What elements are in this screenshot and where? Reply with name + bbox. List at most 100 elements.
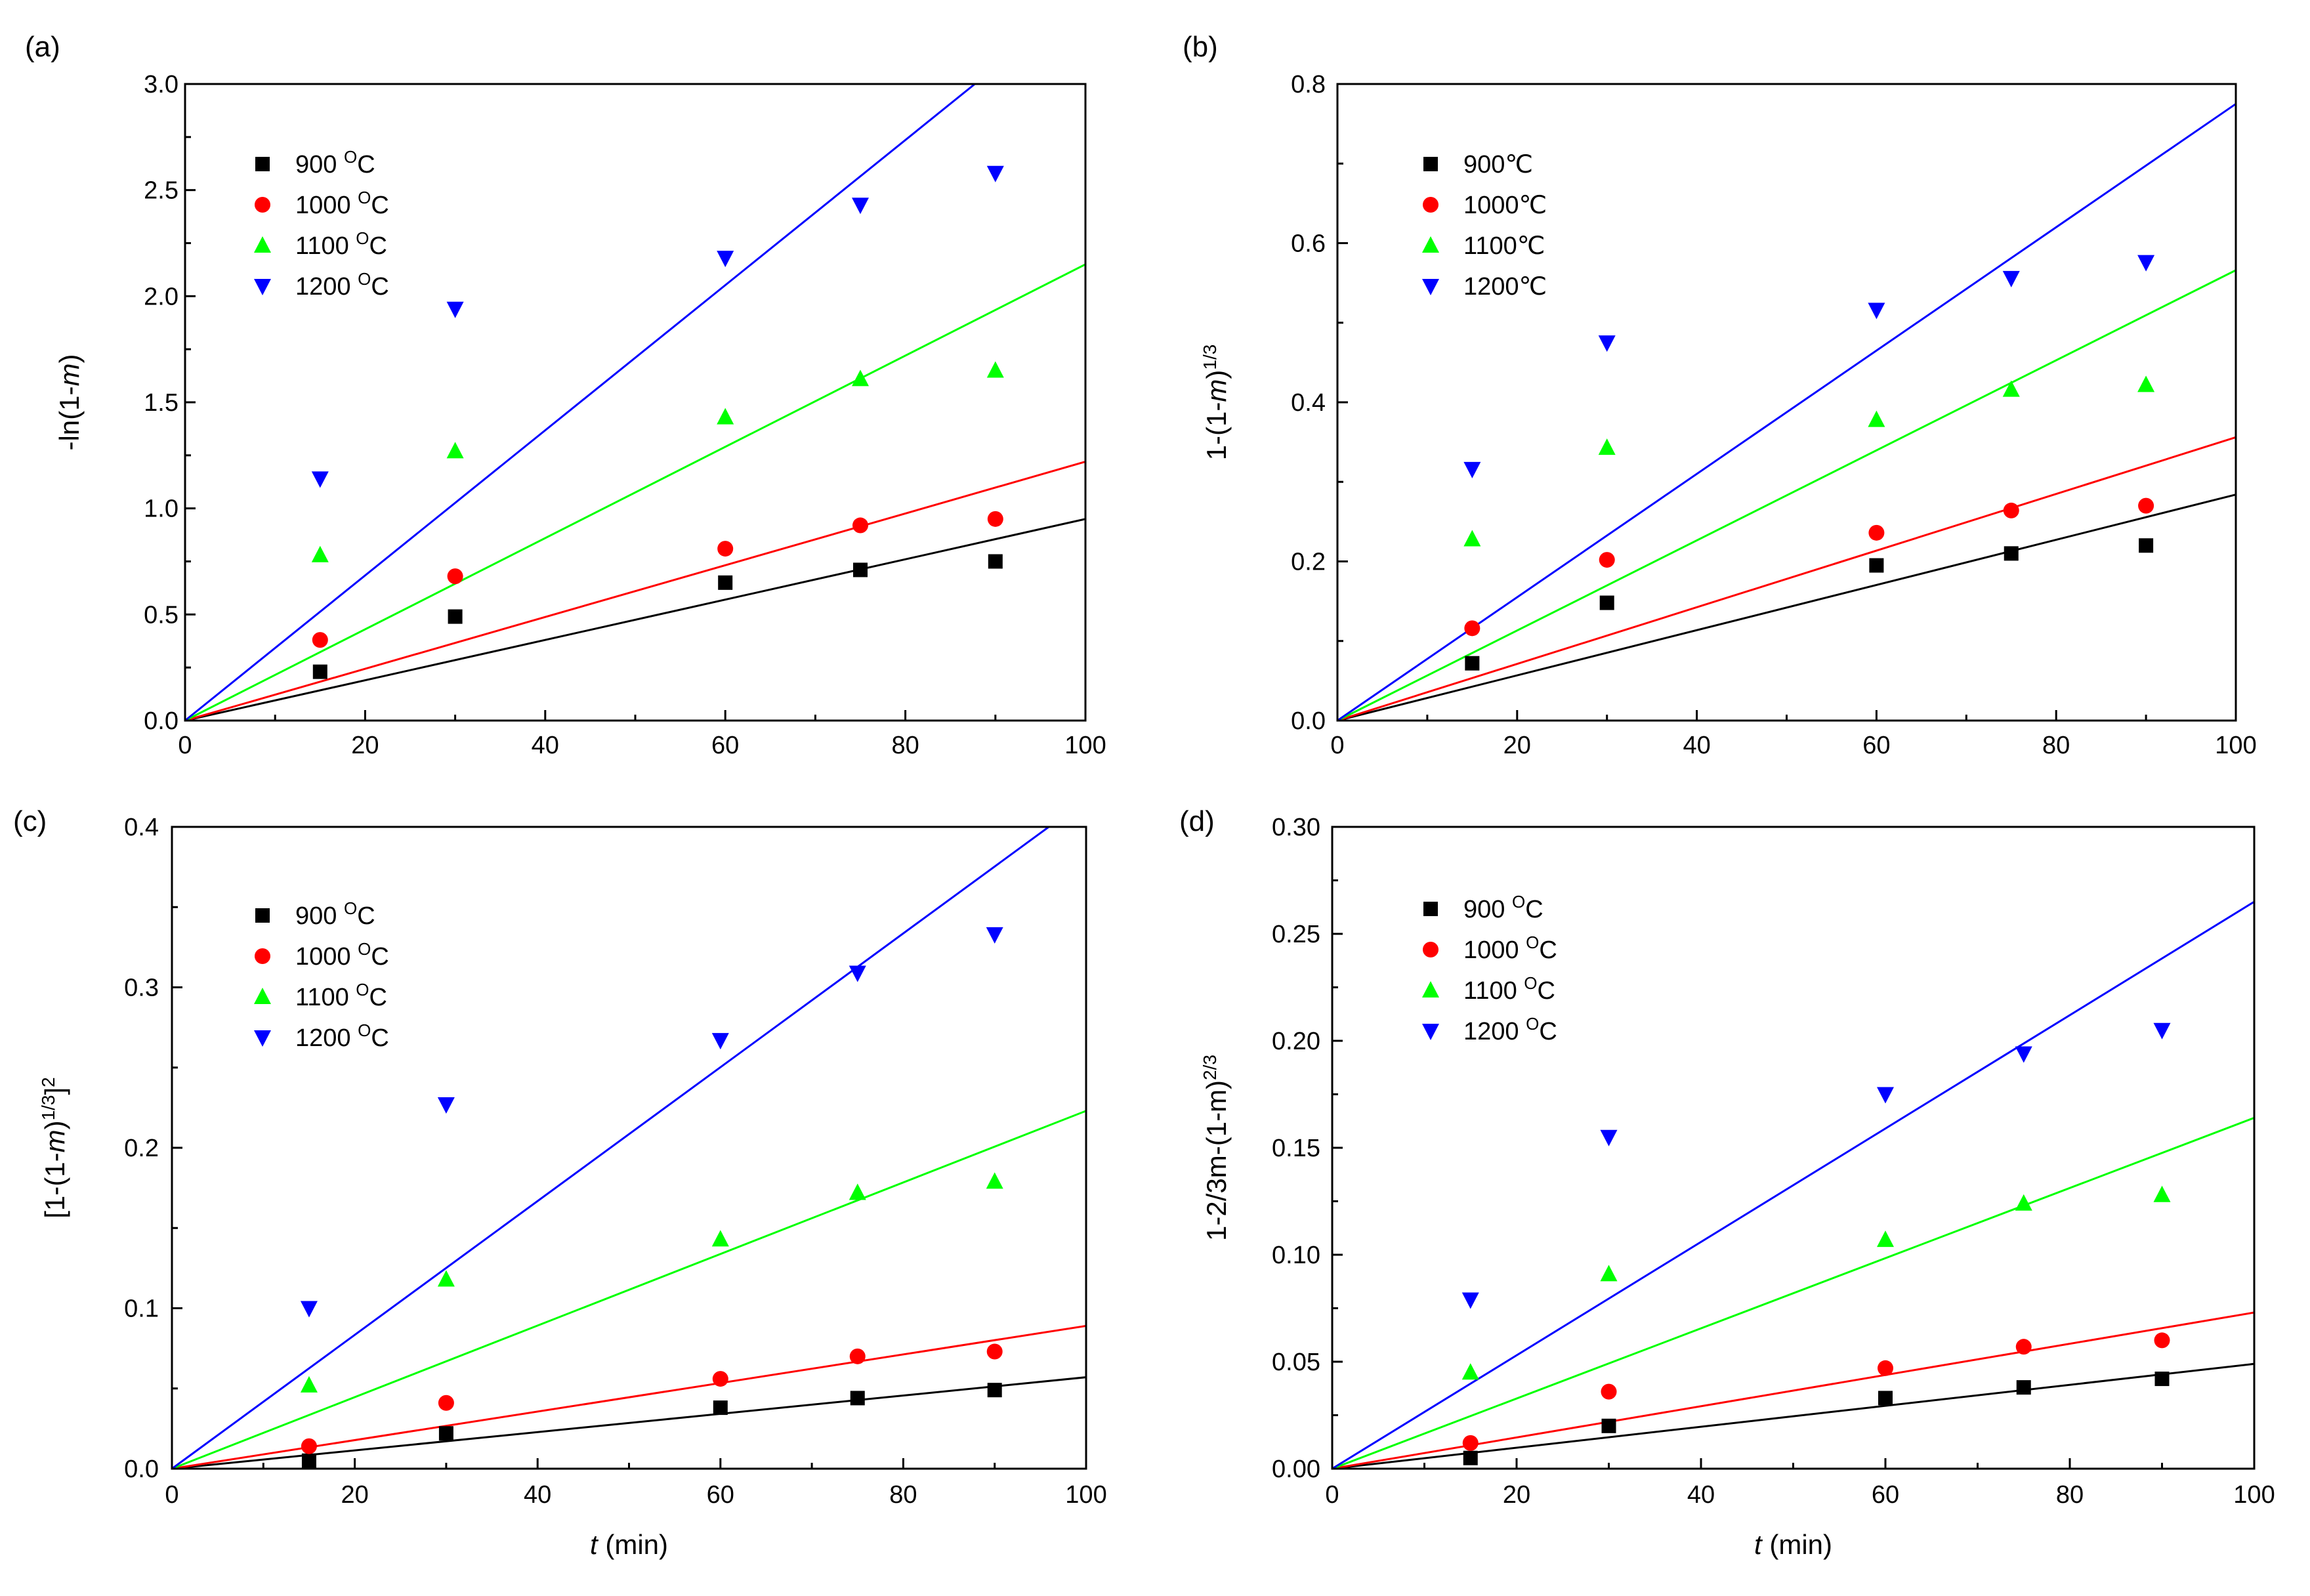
y-tick-label: 0.0: [124, 1456, 159, 1483]
data-point-1000: [2015, 1339, 2032, 1355]
chart-panel-1: 0 20 40 60 80 100 0.0 0.5 1.0 1.5 2.0 2.5 3.0 (a) -ln(…: [25, 31, 1106, 759]
data-point-1100: [1600, 1265, 1618, 1282]
legend-label-900: 900℃: [1463, 151, 1533, 178]
legend-label-unit: C: [1539, 936, 1557, 964]
x-tick-label: 60: [711, 732, 739, 759]
legend-label-unit: C: [369, 984, 387, 1011]
x-axis-title: t (min): [590, 1529, 668, 1560]
data-point-1000: [438, 1395, 454, 1411]
x-tick-label: 80: [891, 732, 919, 759]
data-point-900: [438, 1426, 453, 1441]
legend-label-1000: 1000 OC: [295, 188, 389, 219]
ylabel-sup: 1/3: [38, 1095, 58, 1120]
data-point-1100: [2015, 1194, 2032, 1211]
x-title-unit: (min): [1762, 1529, 1832, 1560]
legend-label-1200: 1200 OC: [295, 269, 389, 301]
legend-label-sup: O: [358, 269, 371, 289]
data-point-900: [1601, 1418, 1616, 1433]
data-point-900: [718, 575, 733, 590]
legend-label-sup: O: [1526, 1014, 1539, 1034]
x-title-var: t: [590, 1529, 599, 1560]
data-point-1200: [300, 1301, 318, 1318]
data-point-1000: [447, 568, 463, 585]
data-point-1100: [711, 1230, 729, 1247]
data-point-900: [301, 1453, 316, 1468]
data-point-1000: [1601, 1383, 1617, 1400]
legend-marker-900: [255, 908, 270, 923]
legend-label-unit: C: [371, 1024, 388, 1052]
ylabel-part: ): [39, 1120, 70, 1129]
ylabel-part: ): [1201, 370, 1232, 379]
x-tick-label: 100: [2215, 732, 2256, 759]
fit-line-1100: [1337, 269, 2236, 722]
y-tick-label: 0.4: [1291, 389, 1326, 417]
data-point-900: [987, 1383, 1002, 1398]
data-point-1200: [711, 1033, 729, 1050]
legend-label-900: 900 OC: [295, 147, 375, 178]
x-tick-label: 40: [1683, 732, 1710, 759]
legend-label-1000: 1000℃: [1463, 192, 1547, 219]
legend-label-text: 1000: [1463, 936, 1526, 964]
legend-label-text: 900: [1463, 896, 1512, 923]
legend-marker-900: [1423, 157, 1438, 171]
data-point-1200: [1877, 1087, 1894, 1104]
legend-label-unit: C: [371, 192, 388, 219]
legend-label-1200: 1200 OC: [1463, 1014, 1557, 1045]
x-tick-label: 40: [1687, 1481, 1715, 1509]
ylabel-sup: 2/3: [1200, 1055, 1220, 1080]
y-tick-label: 0.1: [124, 1295, 159, 1323]
fit-line-900: [184, 518, 1086, 722]
y-tick-label: 2.5: [144, 177, 178, 205]
y-tick-label: 1.0: [144, 495, 178, 523]
legend-label-sup: O: [356, 228, 369, 248]
data-point-1200: [2153, 1022, 2171, 1040]
data-point-1100: [1877, 1230, 1894, 1248]
data-point-1100: [311, 545, 329, 562]
fit-line-900: [171, 1376, 1087, 1470]
legend-label-1000: 1000 OC: [1463, 933, 1557, 964]
y-tick-label: 0.05: [1272, 1349, 1320, 1376]
fit-line-1000: [171, 1324, 1087, 1470]
y-axis-title: [1-(1-m)1/3]2: [38, 1077, 71, 1219]
x-tick-label: 20: [341, 1481, 368, 1509]
y-axis-title: 1-(1-m)1/3: [1200, 345, 1232, 461]
legend-label-900: 900 OC: [1463, 892, 1544, 923]
legend-marker-1100: [1422, 236, 1439, 253]
legend-label-text: 1200: [295, 273, 358, 301]
data-point-1200: [1868, 303, 1885, 320]
legend-marker-1000: [1423, 197, 1438, 213]
data-point-1100: [986, 361, 1004, 378]
legend-label-900: 900 OC: [295, 898, 375, 930]
y-tick-label: 0.8: [1291, 71, 1326, 98]
x-tick-label: 0: [165, 1481, 178, 1509]
data-point-1100: [717, 408, 734, 425]
x-tick-label: 0: [1330, 732, 1344, 759]
legend-label-unit: C: [371, 943, 388, 971]
x-tick-label: 60: [1872, 1481, 1899, 1509]
ylabel-part: m: [54, 363, 85, 386]
legend: 900℃ 1000℃ 1100℃ 1200℃: [1422, 151, 1547, 301]
y-tick-label: 0.10: [1272, 1242, 1320, 1269]
legend-label-text: 1200: [295, 1024, 358, 1052]
legend-marker-1100: [254, 988, 271, 1004]
x-title-var: t: [1754, 1529, 1763, 1560]
legend-label-sup: O: [1512, 892, 1525, 912]
y-tick-label: 0.0: [1291, 707, 1326, 735]
data-point-1000: [301, 1438, 317, 1454]
ylabel-sup: 2: [38, 1077, 58, 1087]
data-point-900: [988, 554, 1003, 569]
x-tick-label: 60: [707, 1481, 734, 1509]
panel-label: (d): [1179, 805, 1215, 837]
fit-line-1000: [1337, 436, 2236, 722]
data-point-1000: [986, 1343, 1003, 1360]
y-tick-label: 2.0: [144, 283, 178, 310]
x-tick-label: 80: [2056, 1481, 2084, 1509]
data-point-1200: [2015, 1046, 2032, 1063]
fit-line-1000: [184, 461, 1086, 722]
legend-label-sup: O: [358, 939, 371, 959]
data-point-1100: [1868, 410, 1885, 427]
data-point-900: [713, 1400, 728, 1416]
fit-line-1200: [184, 83, 976, 722]
legend-label-text: 1100: [295, 984, 356, 1011]
data-point-1100: [852, 369, 869, 387]
